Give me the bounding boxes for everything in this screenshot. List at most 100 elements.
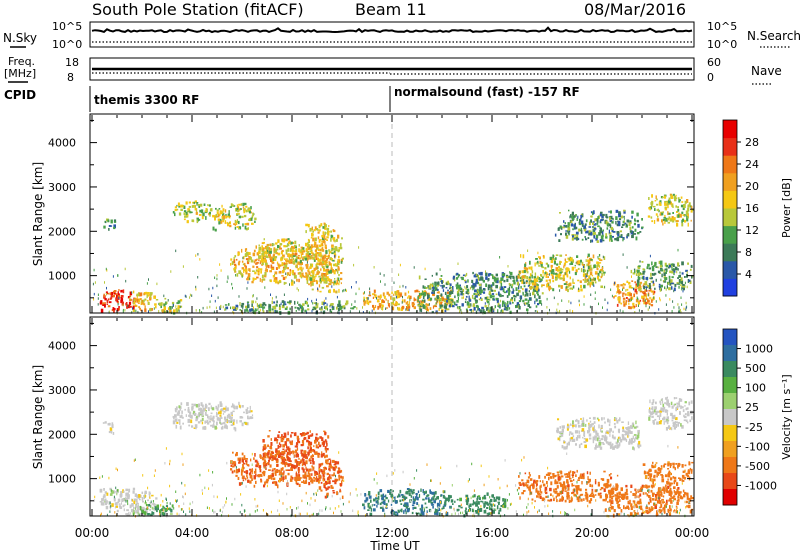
range-cell xyxy=(572,228,574,231)
noise-cell xyxy=(97,303,99,306)
noise-cell xyxy=(626,266,628,269)
range-cell xyxy=(143,511,146,515)
range-cell xyxy=(431,274,433,277)
range-cell xyxy=(544,267,547,270)
range-cell xyxy=(284,258,286,260)
range-cell xyxy=(369,495,372,499)
range-cell xyxy=(506,274,509,278)
range-cell xyxy=(570,220,573,223)
range-cell xyxy=(522,254,525,259)
range-cell xyxy=(288,301,292,305)
range-cell xyxy=(248,218,250,221)
range-cell xyxy=(199,209,202,213)
range-cell xyxy=(241,466,245,470)
range-cell xyxy=(190,419,193,424)
range-cell xyxy=(507,306,509,308)
range-cell xyxy=(537,275,539,278)
range-cell xyxy=(241,452,244,456)
range-cell xyxy=(578,477,580,480)
range-cell xyxy=(449,495,452,499)
range-cell xyxy=(302,257,305,260)
range-cell xyxy=(181,410,183,414)
noise-cell xyxy=(351,286,352,289)
range-cell xyxy=(398,494,401,498)
range-cell xyxy=(601,214,604,219)
range-cell xyxy=(529,292,531,297)
range-cell xyxy=(423,292,426,297)
range-cell xyxy=(239,208,242,210)
range-cell xyxy=(296,461,299,465)
noise-cell xyxy=(649,254,651,258)
range-cell xyxy=(294,449,298,452)
range-cell xyxy=(325,255,329,258)
range-cell xyxy=(594,479,597,483)
range-cell xyxy=(321,301,324,305)
range-cell xyxy=(232,403,234,408)
range-cell xyxy=(241,458,244,462)
range-cell xyxy=(244,248,247,252)
range-cell xyxy=(659,287,662,292)
range-cell xyxy=(318,240,321,243)
range-cell xyxy=(261,274,264,279)
noise-cell xyxy=(216,274,218,277)
range-cell xyxy=(496,505,499,509)
range-cell xyxy=(527,304,530,307)
range-cell xyxy=(338,474,341,478)
range-cell xyxy=(114,502,117,506)
range-cell xyxy=(558,500,561,502)
range-cell xyxy=(222,208,225,212)
range-cell xyxy=(556,263,559,265)
range-cell xyxy=(557,476,561,480)
range-cell xyxy=(290,441,293,446)
range-cell xyxy=(338,477,341,481)
range-cell xyxy=(243,269,245,273)
range-cell xyxy=(527,285,530,287)
range-cell xyxy=(553,488,555,493)
range-cell xyxy=(619,230,622,233)
range-cell xyxy=(467,293,469,295)
range-cell xyxy=(193,201,196,204)
range-cell xyxy=(614,238,617,241)
range-cell xyxy=(179,408,182,411)
range-cell xyxy=(549,256,553,261)
range-cell xyxy=(309,460,312,462)
range-cell xyxy=(376,499,379,504)
range-cell xyxy=(287,463,290,467)
range-cell xyxy=(169,309,172,313)
range-cell xyxy=(688,202,691,206)
range-cell xyxy=(151,494,154,497)
range-cell xyxy=(155,299,159,301)
range-cell xyxy=(618,299,621,304)
range-cell xyxy=(275,310,278,314)
range-cell xyxy=(444,501,447,506)
range-cell xyxy=(325,272,329,275)
range-cell xyxy=(550,264,553,268)
noise-cell xyxy=(343,289,345,292)
range-cell xyxy=(324,480,327,485)
range-cell xyxy=(326,478,330,481)
range-cell xyxy=(205,210,208,213)
range-cell xyxy=(318,253,322,257)
range-cell xyxy=(623,210,626,214)
range-cell xyxy=(590,498,593,501)
range-cell xyxy=(458,505,461,508)
range-cell xyxy=(434,512,437,515)
range-cell xyxy=(398,493,400,497)
range-cell xyxy=(296,483,299,486)
range-cell xyxy=(251,472,254,474)
range-cell xyxy=(682,207,685,211)
noise-cell xyxy=(422,301,424,305)
cpid-left-text: themis 3300 RF xyxy=(94,93,199,107)
noise-cell xyxy=(371,309,373,313)
noise-cell xyxy=(598,302,599,306)
range-cell xyxy=(661,498,664,501)
range-cell xyxy=(472,495,475,498)
range-cell xyxy=(533,481,535,485)
range-cell xyxy=(682,286,685,291)
range-cell xyxy=(506,304,509,307)
range-cell xyxy=(553,475,557,478)
range-cell xyxy=(256,303,258,308)
noise-cell xyxy=(401,301,403,304)
range-cell xyxy=(175,406,178,411)
range-cell xyxy=(310,265,312,268)
